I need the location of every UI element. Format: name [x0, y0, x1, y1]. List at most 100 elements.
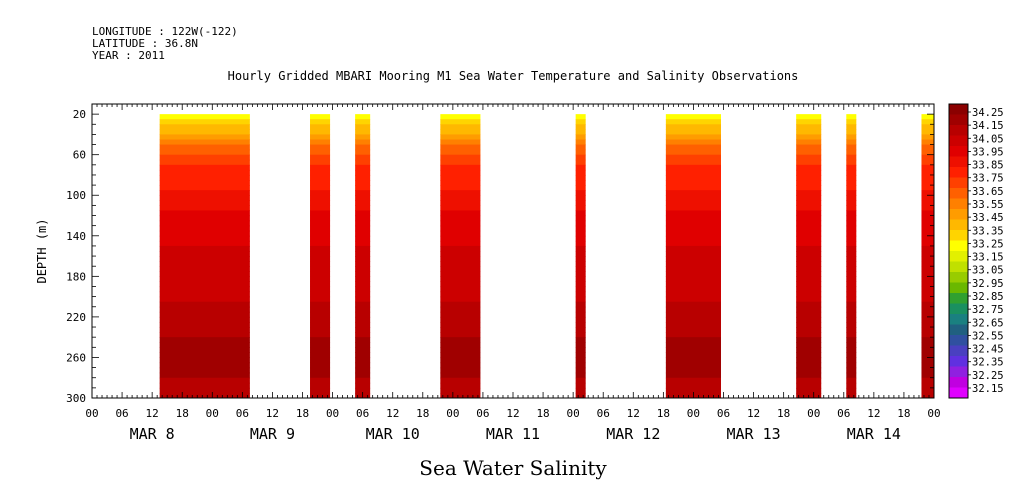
salinity-cell	[665, 164, 721, 171]
salinity-cell	[921, 174, 934, 181]
x-tick-label: 18	[416, 407, 429, 420]
salinity-cell	[846, 311, 857, 318]
colorbar-swatch	[949, 114, 968, 126]
salinity-cell	[575, 332, 586, 338]
data-segment	[846, 114, 857, 398]
x-day-label: MAR 9	[250, 425, 295, 443]
x-tick-label: 06	[597, 407, 610, 420]
x-tick-label: 00	[326, 407, 339, 420]
salinity-cell	[575, 321, 586, 328]
salinity-cell	[159, 251, 250, 257]
salinity-cell	[355, 342, 371, 348]
salinity-cell	[440, 337, 481, 343]
salinity-cell	[921, 164, 934, 171]
salinity-cell	[575, 337, 586, 343]
salinity-cell	[310, 124, 331, 130]
salinity-cell	[310, 291, 331, 298]
salinity-cell	[355, 114, 371, 120]
salinity-cell	[575, 164, 586, 171]
salinity-cell	[575, 215, 586, 222]
colorbar-swatch	[949, 240, 968, 252]
salinity-cell	[665, 337, 721, 343]
salinity-cell	[796, 124, 822, 130]
salinity-cell	[846, 276, 857, 283]
salinity-cell	[575, 200, 586, 206]
salinity-cell	[921, 321, 934, 328]
salinity-cell	[355, 185, 371, 191]
salinity-cell	[846, 377, 857, 384]
salinity-cell	[846, 215, 857, 222]
colorbar-swatch	[949, 177, 968, 189]
salinity-cell	[355, 367, 371, 374]
salinity-cell	[159, 286, 250, 293]
salinity-cell	[310, 327, 331, 333]
salinity-cell	[665, 316, 721, 323]
salinity-cell	[310, 251, 331, 257]
year-label: YEAR : 2011	[92, 49, 165, 62]
data-segment	[575, 114, 586, 398]
salinity-cell	[796, 144, 822, 151]
salinity-cell	[310, 200, 331, 206]
salinity-cell	[665, 180, 721, 186]
salinity-cell	[921, 195, 934, 201]
colorbar-label: 34.25	[972, 107, 1004, 119]
salinity-cell	[796, 129, 822, 136]
longitude-label: LONGITUDE : 122W(-122)	[92, 25, 238, 38]
salinity-cell	[355, 362, 371, 369]
salinity-cell	[796, 357, 822, 364]
salinity-cell	[575, 159, 586, 166]
colorbar-swatch	[949, 219, 968, 231]
salinity-cell	[846, 129, 857, 136]
salinity-cell	[846, 281, 857, 288]
salinity-cell	[159, 377, 250, 384]
salinity-cell	[665, 342, 721, 348]
salinity-cell	[310, 347, 331, 353]
salinity-cell	[921, 377, 934, 384]
colorbar-label: 33.55	[972, 199, 1004, 211]
salinity-cell	[575, 382, 586, 389]
salinity-cell	[921, 139, 934, 146]
salinity-cell	[159, 134, 250, 141]
salinity-cell	[355, 210, 371, 217]
salinity-cell	[440, 180, 481, 186]
salinity-cell	[921, 281, 934, 288]
colorbar-swatch	[949, 135, 968, 147]
salinity-cell	[575, 311, 586, 318]
salinity-cell	[921, 276, 934, 283]
salinity-cell	[355, 382, 371, 389]
salinity-cell	[846, 240, 857, 247]
data-segment	[159, 114, 250, 398]
salinity-cell	[440, 134, 481, 141]
salinity-cell	[796, 281, 822, 288]
colorbar-swatch	[949, 335, 968, 346]
x-tick-label: 12	[386, 407, 399, 420]
salinity-cell	[575, 225, 586, 232]
colorbar-label: 32.35	[972, 357, 1004, 369]
salinity-cell	[159, 352, 250, 359]
salinity-cell	[575, 392, 586, 398]
colorbar-label: 33.45	[972, 212, 1004, 224]
salinity-cell	[575, 296, 586, 303]
salinity-cell	[440, 225, 481, 232]
salinity-cell	[440, 169, 481, 176]
x-tick-label: 06	[115, 407, 128, 420]
salinity-cell	[440, 230, 481, 237]
salinity-cell	[921, 185, 934, 191]
salinity-cell	[159, 159, 250, 166]
salinity-cell	[665, 210, 721, 217]
salinity-cell	[665, 306, 721, 313]
salinity-cell	[159, 342, 250, 348]
salinity-cell	[159, 291, 250, 298]
salinity-cell	[440, 377, 481, 384]
salinity-cell	[440, 210, 481, 217]
salinity-cell	[310, 174, 331, 181]
salinity-cell	[355, 372, 371, 379]
salinity-cell	[355, 291, 371, 298]
salinity-cell	[310, 144, 331, 151]
salinity-cell	[159, 210, 250, 217]
salinity-cell	[665, 347, 721, 353]
salinity-cell	[921, 154, 934, 161]
colorbar-label: 32.85	[972, 291, 1004, 303]
salinity-cell	[665, 205, 721, 212]
salinity-cell	[796, 119, 822, 125]
